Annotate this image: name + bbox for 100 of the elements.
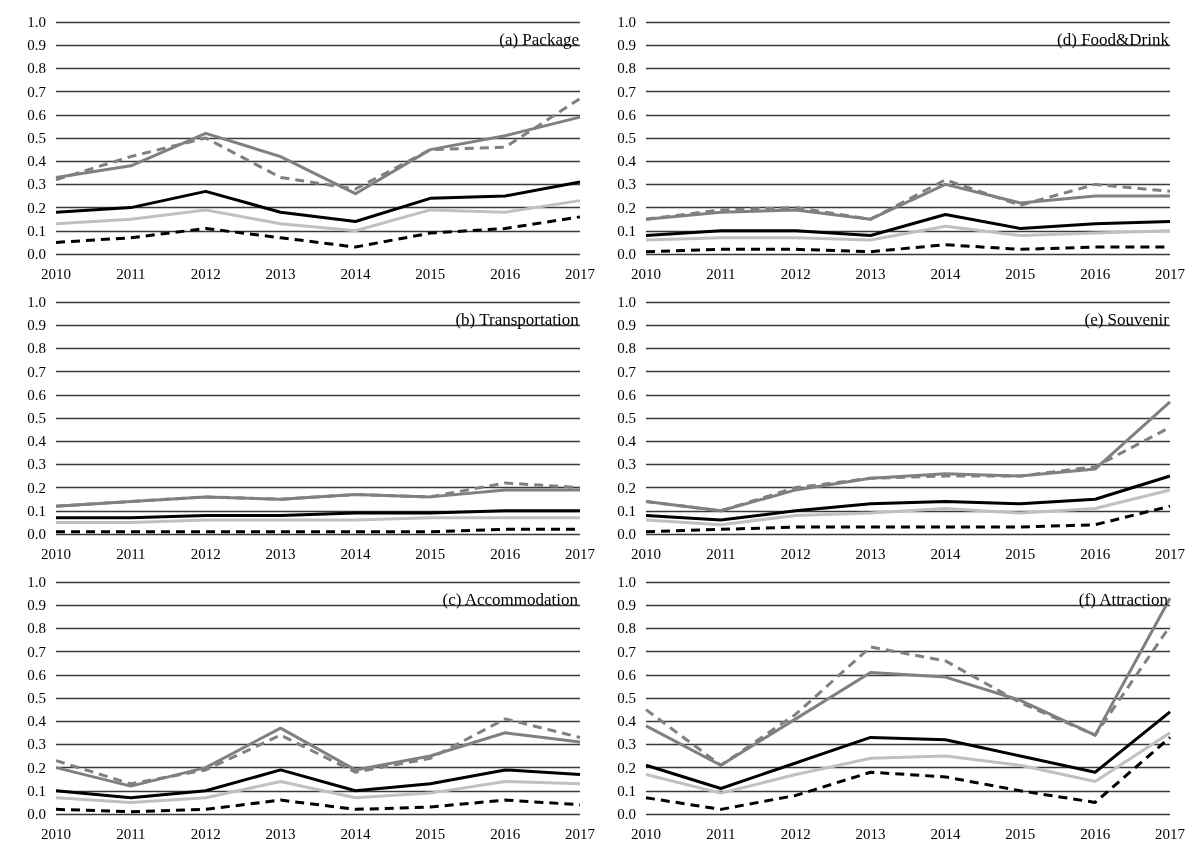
y-tick-label: 0.6 bbox=[27, 666, 47, 683]
y-tick-label: 0.7 bbox=[617, 363, 637, 380]
line-series bbox=[644, 213, 1172, 237]
x-tick-label: 2015 bbox=[1005, 545, 1036, 562]
y-tick-label: 0.4 bbox=[617, 433, 637, 450]
x-tick-label: 2010 bbox=[631, 265, 661, 282]
x-tick-label: 2014 bbox=[930, 265, 961, 282]
y-tick-label: 0.2 bbox=[27, 759, 46, 776]
y-tick-label: 0.2 bbox=[27, 199, 46, 216]
y-tick-label: 0.9 bbox=[617, 317, 636, 334]
text: (c) Accommodation bbox=[442, 590, 579, 609]
y-tick-label: 0.0 bbox=[617, 806, 636, 822]
x-tick-label: 2014 bbox=[340, 545, 371, 562]
y-tick-label: 0.1 bbox=[27, 222, 46, 239]
text: (d) Food&Drink bbox=[1057, 30, 1170, 49]
y-tick-label: 0.7 bbox=[27, 363, 47, 380]
line-series bbox=[54, 798, 582, 814]
y-tick-label: 0.1 bbox=[617, 502, 636, 519]
x-tick-label: 2017 bbox=[565, 825, 596, 842]
y-tick-label: 0.1 bbox=[27, 502, 46, 519]
line-series bbox=[644, 224, 1172, 242]
text: (b) Transportation bbox=[455, 310, 580, 329]
x-tick-label: 2012 bbox=[780, 825, 811, 842]
x-tick-label: 2013 bbox=[855, 265, 886, 282]
line-series bbox=[54, 215, 582, 249]
y-tick-label: 0.4 bbox=[27, 713, 47, 730]
y-tick-label: 0.0 bbox=[27, 806, 46, 822]
line-series bbox=[54, 180, 582, 224]
y-tick-label: 0.9 bbox=[27, 317, 46, 334]
x-tick-label: 2016 bbox=[490, 265, 521, 282]
y-tick-label: 0.8 bbox=[617, 60, 636, 77]
y-tick-label: 0.5 bbox=[617, 410, 636, 426]
line-series bbox=[54, 780, 582, 804]
y-tick-label: 0.3 bbox=[617, 736, 636, 753]
y-tick-label: 0.1 bbox=[27, 782, 46, 799]
y-tick-label: 0.4 bbox=[27, 433, 47, 450]
x-tick-label: 2013 bbox=[265, 825, 296, 842]
y-tick-label: 1.0 bbox=[27, 14, 46, 30]
y-tick-label: 0.1 bbox=[617, 222, 636, 239]
y-tick-label: 1.0 bbox=[27, 294, 46, 310]
x-tick-label: 2016 bbox=[490, 825, 521, 842]
y-tick-label: 0.9 bbox=[27, 37, 46, 54]
x-tick-label: 2013 bbox=[265, 265, 296, 282]
x-tick-label: 2015 bbox=[1005, 265, 1036, 282]
y-tick-label: 0.0 bbox=[617, 526, 636, 542]
line-series bbox=[644, 488, 1172, 527]
x-tick-label: 2010 bbox=[631, 545, 661, 562]
x-tick-label: 2015 bbox=[415, 825, 446, 842]
y-tick-label: 0.6 bbox=[617, 666, 637, 683]
x-tick-label: 2012 bbox=[190, 825, 221, 842]
y-tick-label: 0.6 bbox=[617, 386, 637, 403]
y-tick-label: 0.2 bbox=[617, 479, 636, 496]
y-tick-label: 0.3 bbox=[27, 736, 46, 753]
x-tick-label: 2011 bbox=[116, 265, 146, 282]
y-tick-label: 1.0 bbox=[617, 294, 636, 310]
y-tick-label: 0.2 bbox=[617, 759, 636, 776]
y-tick-label: 0.5 bbox=[617, 690, 636, 706]
x-tick-label: 2017 bbox=[1155, 825, 1186, 842]
line-series bbox=[644, 474, 1172, 522]
x-tick-label: 2017 bbox=[565, 545, 596, 562]
x-tick-label: 2016 bbox=[1080, 265, 1111, 282]
y-tick-label: 0.1 bbox=[617, 782, 636, 799]
y-tick-label: 0.7 bbox=[27, 83, 47, 100]
y-tick-label: 0.7 bbox=[617, 643, 637, 660]
y-tick-label: 0.6 bbox=[27, 106, 47, 123]
y-tick-label: 0.3 bbox=[27, 176, 46, 193]
x-tick-label: 2014 bbox=[340, 265, 371, 282]
x-tick-label: 2014 bbox=[930, 825, 961, 842]
y-tick-label: 0.3 bbox=[617, 176, 636, 193]
x-tick-label: 2014 bbox=[340, 825, 371, 842]
y-tick-label: 1.0 bbox=[617, 14, 636, 30]
text: (f) Attraction bbox=[1078, 590, 1169, 609]
x-tick-label: 2015 bbox=[1005, 825, 1036, 842]
x-tick-label: 2011 bbox=[116, 545, 146, 562]
y-tick-label: 0.6 bbox=[27, 386, 47, 403]
x-tick-label: 2016 bbox=[1080, 825, 1111, 842]
x-tick-label: 2017 bbox=[1155, 545, 1186, 562]
line-series bbox=[644, 735, 1172, 811]
x-tick-label: 2013 bbox=[855, 825, 886, 842]
x-tick-label: 2011 bbox=[706, 545, 736, 562]
y-tick-label: 0.4 bbox=[27, 153, 47, 170]
x-tick-label: 2010 bbox=[41, 265, 71, 282]
y-tick-label: 0.8 bbox=[617, 340, 636, 357]
x-tick-label: 2016 bbox=[1080, 545, 1111, 562]
line-series bbox=[54, 509, 582, 520]
y-tick-label: 0.9 bbox=[617, 597, 636, 614]
y-tick-label: 0.5 bbox=[27, 130, 46, 146]
y-tick-label: 0.3 bbox=[617, 456, 636, 473]
y-tick-label: 0.2 bbox=[617, 199, 636, 216]
y-tick-label: 0.0 bbox=[617, 246, 636, 262]
y-tick-label: 0.0 bbox=[27, 246, 46, 262]
x-tick-label: 2011 bbox=[706, 825, 736, 842]
y-tick-label: 0.6 bbox=[617, 106, 637, 123]
text: (e) Souvenir bbox=[1084, 310, 1170, 329]
y-tick-label: 0.8 bbox=[27, 340, 46, 357]
x-tick-label: 2017 bbox=[565, 265, 596, 282]
x-tick-label: 2016 bbox=[490, 545, 521, 562]
y-tick-label: 0.9 bbox=[27, 597, 46, 614]
x-tick-label: 2012 bbox=[190, 265, 221, 282]
x-tick-label: 2010 bbox=[41, 825, 71, 842]
